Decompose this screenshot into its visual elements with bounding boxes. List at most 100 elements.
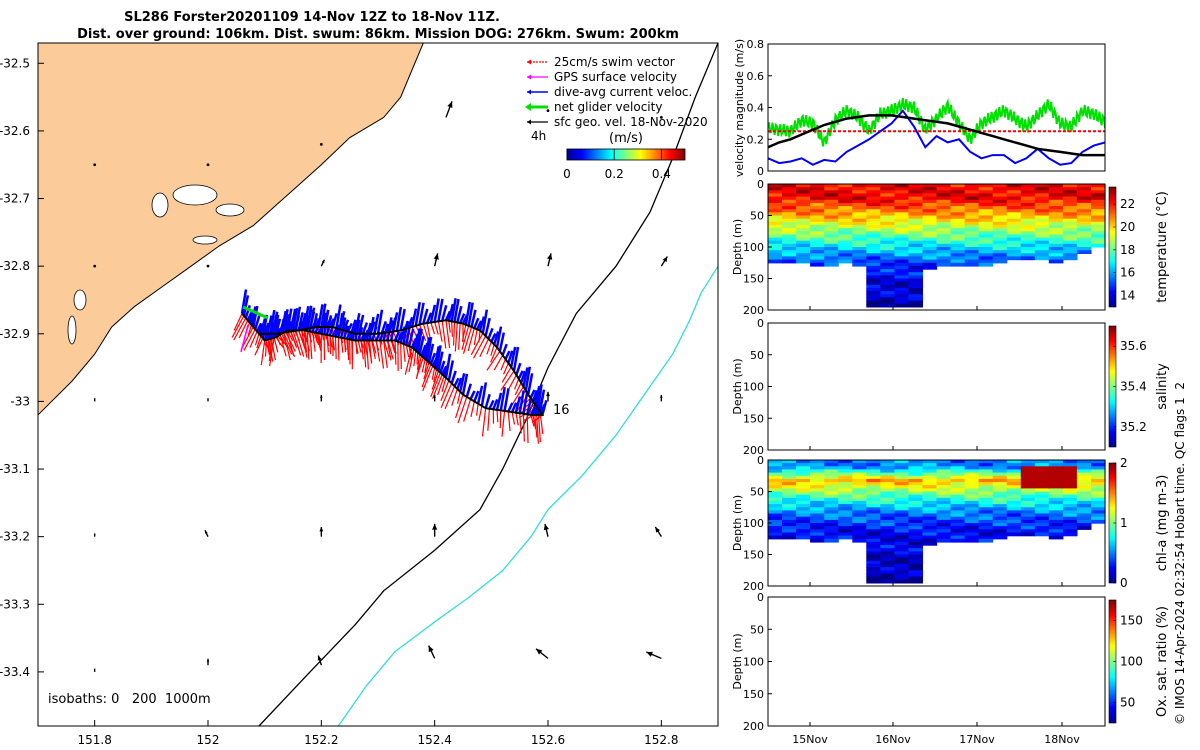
swim-vector — [247, 324, 253, 337]
section-cell — [950, 485, 966, 489]
section-cell — [796, 529, 811, 534]
lake-shape — [151, 192, 169, 218]
geostrophic-arrow — [535, 648, 549, 659]
section-cell — [838, 460, 853, 464]
current-vector — [418, 302, 425, 325]
section-cell — [950, 504, 966, 508]
current-vector — [444, 353, 452, 378]
current-vector — [399, 308, 406, 331]
section-cell — [908, 551, 923, 556]
section-cell — [768, 237, 783, 242]
colorbar-tick-label: 150 — [1120, 614, 1143, 628]
section-cell — [1048, 504, 1064, 508]
section-cell — [880, 529, 895, 534]
section-cell — [880, 513, 895, 518]
section-cell — [824, 231, 839, 236]
section-cell — [824, 466, 839, 471]
section-cell — [1062, 196, 1078, 201]
section-cell — [964, 228, 980, 232]
section-cell — [768, 529, 783, 534]
section-cell — [950, 193, 966, 198]
section-cell — [922, 472, 938, 477]
section-cell — [880, 548, 895, 552]
section-cell — [992, 494, 1008, 499]
section-cell — [950, 228, 966, 232]
section-cell — [880, 190, 895, 195]
section-cell — [810, 523, 825, 527]
section-cell — [824, 256, 839, 261]
section-cell — [782, 209, 797, 213]
section-cell — [1048, 228, 1064, 232]
section-cell — [894, 196, 909, 201]
section-cell — [978, 526, 994, 530]
section-cell — [950, 513, 966, 518]
section-cell — [964, 221, 980, 226]
section-cell — [866, 237, 881, 242]
section-cell — [1020, 488, 1036, 493]
section-cell — [894, 513, 909, 518]
section-cell — [824, 460, 839, 464]
section-cell — [782, 516, 797, 521]
section-cell — [880, 253, 895, 258]
current-vector — [407, 316, 414, 329]
colorbar-label: Ox. sat. ratio (%) — [1155, 606, 1170, 717]
section-cell — [964, 519, 980, 524]
section-cell — [1048, 516, 1064, 521]
section-cell — [824, 475, 839, 480]
section-cell — [922, 209, 938, 213]
section-cell — [978, 491, 994, 496]
section-cell — [866, 221, 881, 226]
section-cell — [796, 259, 811, 264]
section-cell — [908, 573, 923, 578]
section-cell — [922, 247, 938, 251]
section-cell — [1020, 202, 1036, 207]
section-cell — [768, 469, 783, 474]
section-cell — [894, 184, 909, 188]
current-vector — [522, 367, 529, 388]
section-cell — [1020, 234, 1036, 239]
section-cell — [1020, 491, 1036, 496]
section-cell — [1062, 231, 1078, 236]
section-cell — [880, 291, 895, 295]
section-cell — [992, 237, 1008, 242]
section-cell — [796, 513, 811, 518]
section-cell — [964, 250, 980, 254]
section-cell — [894, 551, 909, 556]
colorbar-tick-label: 0 — [1120, 576, 1128, 590]
current-vector — [339, 310, 346, 330]
depth-y-tick-label: 150 — [743, 549, 764, 562]
section-cell — [992, 497, 1008, 502]
swim-vector — [386, 340, 392, 361]
section-cell — [978, 485, 994, 489]
section-cell — [978, 488, 994, 493]
section-cell — [768, 478, 783, 483]
section-cell — [936, 243, 952, 248]
section-cell — [824, 215, 839, 220]
section-cell — [1020, 221, 1036, 226]
section-cell — [1048, 488, 1064, 493]
section-cell — [1006, 475, 1022, 480]
section-cell — [824, 538, 839, 543]
section-cell — [992, 218, 1008, 223]
section-cell — [1048, 532, 1064, 537]
section-cell — [908, 190, 923, 195]
section-cell — [1076, 478, 1092, 483]
section-cell — [796, 202, 811, 207]
section-cell — [1006, 485, 1022, 489]
section-cell — [824, 247, 839, 251]
colorbar-tick-label: 18 — [1120, 243, 1135, 257]
lake-shape — [73, 289, 87, 311]
section-cell — [866, 218, 881, 223]
section-cell — [838, 519, 853, 524]
section-cell — [894, 500, 909, 505]
colorbar-tick-label: 22 — [1120, 197, 1135, 211]
map-y-tick-label: -33.2 — [0, 530, 30, 544]
section-cell — [880, 196, 895, 201]
colorbar-title: (m/s) — [609, 131, 643, 146]
current-vector — [427, 343, 435, 363]
swim-vector — [501, 410, 506, 437]
section-cell — [1062, 494, 1078, 499]
section-cell — [964, 529, 980, 534]
depth-y-tick-label: 150 — [743, 688, 764, 701]
section-cell — [950, 215, 966, 220]
